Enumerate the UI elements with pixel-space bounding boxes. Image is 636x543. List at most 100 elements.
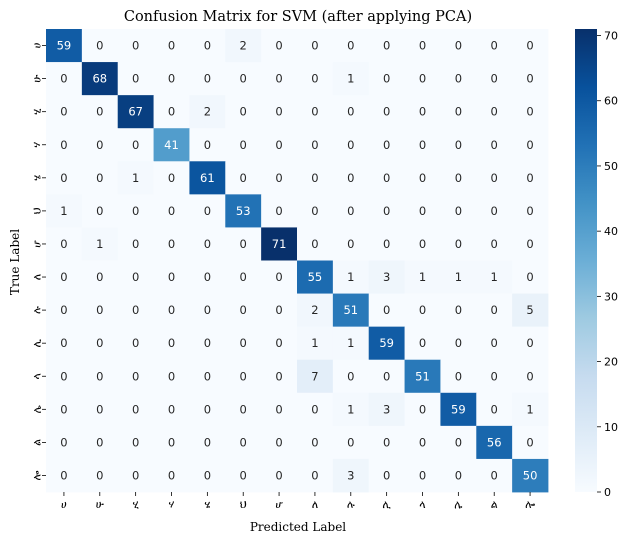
heatmap-cell: [225, 326, 262, 361]
heatmap-cell: [332, 95, 370, 129]
heatmap-cell: [440, 227, 477, 261]
heatmap-cell: [117, 458, 154, 493]
cell-value-label: 0: [275, 402, 282, 416]
cell-value-label: 0: [96, 204, 103, 218]
cell-value-label: 61: [200, 171, 215, 185]
cell-value-label: 0: [491, 303, 498, 317]
cell-value-label: 0: [419, 138, 426, 152]
cell-value-label: 0: [240, 402, 247, 416]
cell-value-label: 1: [311, 336, 318, 350]
cell-value-label: 0: [526, 105, 533, 119]
heatmap-cell: [404, 95, 441, 129]
cell-value-label: 0: [240, 72, 247, 86]
y-tick-label: ሎ: [31, 470, 44, 480]
cell-value-label: 0: [132, 237, 139, 251]
heatmap-cell: [153, 227, 190, 261]
cell-value-label: 0: [383, 138, 390, 152]
heatmap-cell: [404, 62, 441, 96]
y-tick-label: ሃ: [31, 142, 44, 148]
heatmap-cell: [476, 260, 513, 294]
cell-value-label: 0: [383, 39, 390, 53]
cell-value-label: 0: [491, 402, 498, 416]
cell-value-label: 0: [491, 204, 498, 218]
cell-value-label: 0: [455, 72, 462, 86]
heatmap-cell: [261, 293, 298, 328]
cell-value-label: 0: [455, 435, 462, 449]
cell-value-label: 0: [96, 171, 103, 185]
cell-value-label: 0: [204, 468, 211, 482]
cell-value-label: 0: [347, 39, 354, 53]
y-tick-label: ሉ: [31, 306, 44, 314]
heatmap-cell: [117, 293, 154, 328]
cell-value-label: 0: [383, 105, 390, 119]
cell-value-label: 0: [526, 270, 533, 284]
heatmap-cell: [189, 260, 226, 294]
cell-value-label: 1: [455, 270, 462, 284]
heatmap-cell: [404, 458, 441, 493]
heatmap-cell: [297, 458, 334, 493]
cell-value-label: 0: [526, 336, 533, 350]
cell-value-label: 0: [526, 204, 533, 218]
heatmap-cell: [225, 425, 262, 460]
heatmap-cell: [261, 62, 298, 96]
cell-value-label: 71: [272, 237, 287, 251]
heatmap-cell: [512, 161, 549, 195]
heatmap-cell: [476, 95, 513, 129]
cell-value-label: 0: [419, 171, 426, 185]
cell-value-label: 0: [132, 402, 139, 416]
heatmap-cell: [476, 425, 513, 460]
cell-value-label: 0: [311, 105, 318, 119]
cell-value-label: 50: [523, 468, 538, 482]
heatmap-cell: [153, 359, 190, 394]
heatmap-cell: [117, 392, 154, 427]
cell-value-label: 0: [132, 270, 139, 284]
cell-value-label: 0: [491, 138, 498, 152]
heatmap-cell: [297, 293, 334, 328]
cell-value-label: 0: [60, 336, 67, 350]
cell-value-label: 0: [275, 270, 282, 284]
heatmap-cell: [297, 425, 334, 460]
heatmap-cell: [153, 392, 190, 427]
heatmap-cell: [225, 161, 262, 195]
cell-value-label: 0: [168, 237, 175, 251]
cell-value-label: 0: [455, 171, 462, 185]
cell-value-label: 0: [419, 336, 426, 350]
x-tick-label: ላ: [419, 498, 425, 511]
cell-value-label: 0: [455, 138, 462, 152]
heatmap-cell: [404, 161, 441, 195]
heatmap-cell: [225, 29, 262, 63]
heatmap-cell: [332, 425, 370, 460]
heatmap-cell: [117, 62, 154, 96]
cell-value-label: 5: [526, 303, 533, 317]
colorbar-tick-label: 60: [604, 95, 618, 108]
heatmap-cell: [476, 128, 513, 162]
heatmap-cell: [404, 260, 441, 294]
cell-value-label: 0: [132, 303, 139, 317]
cell-value-label: 0: [96, 105, 103, 119]
heatmap-cell: [332, 293, 370, 328]
heatmap-cell: [332, 128, 370, 162]
cell-value-label: 0: [311, 237, 318, 251]
heatmap-cell: [81, 260, 119, 294]
heatmap-cell: [404, 128, 441, 162]
heatmap-cell: [440, 359, 477, 394]
heatmap-cell: [297, 128, 334, 162]
cell-value-label: 0: [240, 270, 247, 284]
cell-value-label: 51: [343, 303, 358, 317]
cell-value-label: 59: [451, 402, 466, 416]
heatmap-cell: [261, 359, 298, 394]
heatmap-cell: [81, 128, 119, 162]
heatmap-cell: [46, 161, 83, 195]
cell-value-label: 0: [240, 138, 247, 152]
cell-value-label: 0: [60, 468, 67, 482]
heatmap-cell: [81, 29, 119, 63]
heatmap-cell: [440, 95, 477, 129]
colorbar-tick-label: 10: [604, 421, 618, 434]
cell-value-label: 2: [311, 303, 318, 317]
heatmap-cell: [512, 458, 549, 493]
cell-value-label: 0: [419, 237, 426, 251]
cell-value-label: 0: [240, 336, 247, 350]
heatmap-cell: [225, 194, 262, 228]
cell-value-label: 0: [275, 39, 282, 53]
x-tick-label: ሌ: [454, 498, 462, 511]
